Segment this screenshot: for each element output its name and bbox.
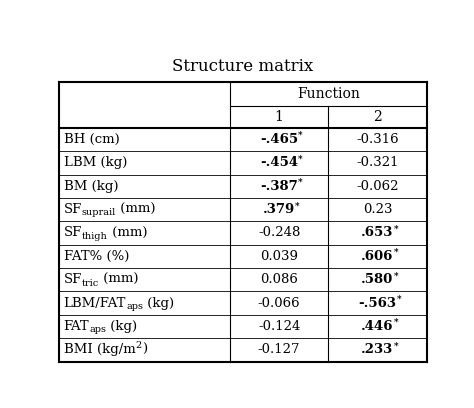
Text: *: * bbox=[295, 201, 300, 210]
Text: 2: 2 bbox=[373, 110, 382, 124]
Text: 0.039: 0.039 bbox=[260, 250, 298, 263]
Text: BM (kg): BM (kg) bbox=[64, 180, 118, 193]
Text: BH (cm): BH (cm) bbox=[64, 133, 119, 146]
Text: FAT% (%): FAT% (%) bbox=[64, 250, 129, 263]
Text: (mm): (mm) bbox=[108, 226, 147, 239]
Text: ): ) bbox=[142, 344, 147, 356]
Text: *: * bbox=[393, 318, 398, 327]
Text: *: * bbox=[298, 131, 303, 140]
Text: LBM/FAT: LBM/FAT bbox=[64, 297, 126, 310]
Text: (mm): (mm) bbox=[116, 203, 155, 216]
Text: -.387: -.387 bbox=[260, 180, 298, 193]
Text: -.563: -.563 bbox=[358, 297, 396, 310]
Text: LBM (kg): LBM (kg) bbox=[64, 156, 127, 169]
Text: BMI (kg/m: BMI (kg/m bbox=[64, 344, 136, 356]
Text: .446: .446 bbox=[361, 320, 393, 333]
Text: *: * bbox=[393, 224, 398, 233]
Text: (mm): (mm) bbox=[99, 273, 139, 286]
Text: .379: .379 bbox=[263, 203, 295, 216]
Text: -0.124: -0.124 bbox=[258, 320, 301, 333]
Text: SF: SF bbox=[64, 203, 82, 216]
Text: tric: tric bbox=[82, 279, 99, 288]
Text: -0.321: -0.321 bbox=[356, 156, 399, 169]
Text: SF: SF bbox=[64, 226, 82, 239]
Text: -0.316: -0.316 bbox=[356, 133, 399, 146]
Text: 0.23: 0.23 bbox=[363, 203, 392, 216]
Text: .233: .233 bbox=[361, 344, 393, 356]
Text: Function: Function bbox=[297, 87, 360, 101]
Text: -.454: -.454 bbox=[260, 156, 298, 169]
Text: 0.086: 0.086 bbox=[260, 273, 298, 286]
Text: -0.062: -0.062 bbox=[356, 180, 399, 193]
Text: suprail: suprail bbox=[82, 208, 116, 217]
Text: -0.248: -0.248 bbox=[258, 226, 301, 239]
Text: *: * bbox=[393, 248, 398, 257]
Text: 2: 2 bbox=[136, 341, 142, 350]
Text: 1: 1 bbox=[274, 110, 283, 124]
Text: -.465: -.465 bbox=[260, 133, 298, 146]
Text: *: * bbox=[298, 154, 303, 163]
Text: .653: .653 bbox=[361, 226, 393, 239]
Text: Structure matrix: Structure matrix bbox=[173, 58, 313, 75]
Text: *: * bbox=[393, 341, 398, 350]
Text: SF: SF bbox=[64, 273, 82, 286]
Text: (kg): (kg) bbox=[143, 297, 174, 310]
Text: *: * bbox=[396, 295, 401, 304]
Text: aps: aps bbox=[126, 302, 143, 311]
Text: *: * bbox=[393, 271, 398, 280]
Text: (kg): (kg) bbox=[106, 320, 137, 333]
Text: *: * bbox=[298, 178, 302, 187]
Text: .580: .580 bbox=[361, 273, 393, 286]
Text: -0.066: -0.066 bbox=[258, 297, 301, 310]
Text: .606: .606 bbox=[361, 250, 393, 263]
Text: -0.127: -0.127 bbox=[258, 344, 301, 356]
Text: thigh: thigh bbox=[82, 232, 108, 241]
Text: aps: aps bbox=[89, 325, 106, 334]
Text: FAT: FAT bbox=[64, 320, 89, 333]
